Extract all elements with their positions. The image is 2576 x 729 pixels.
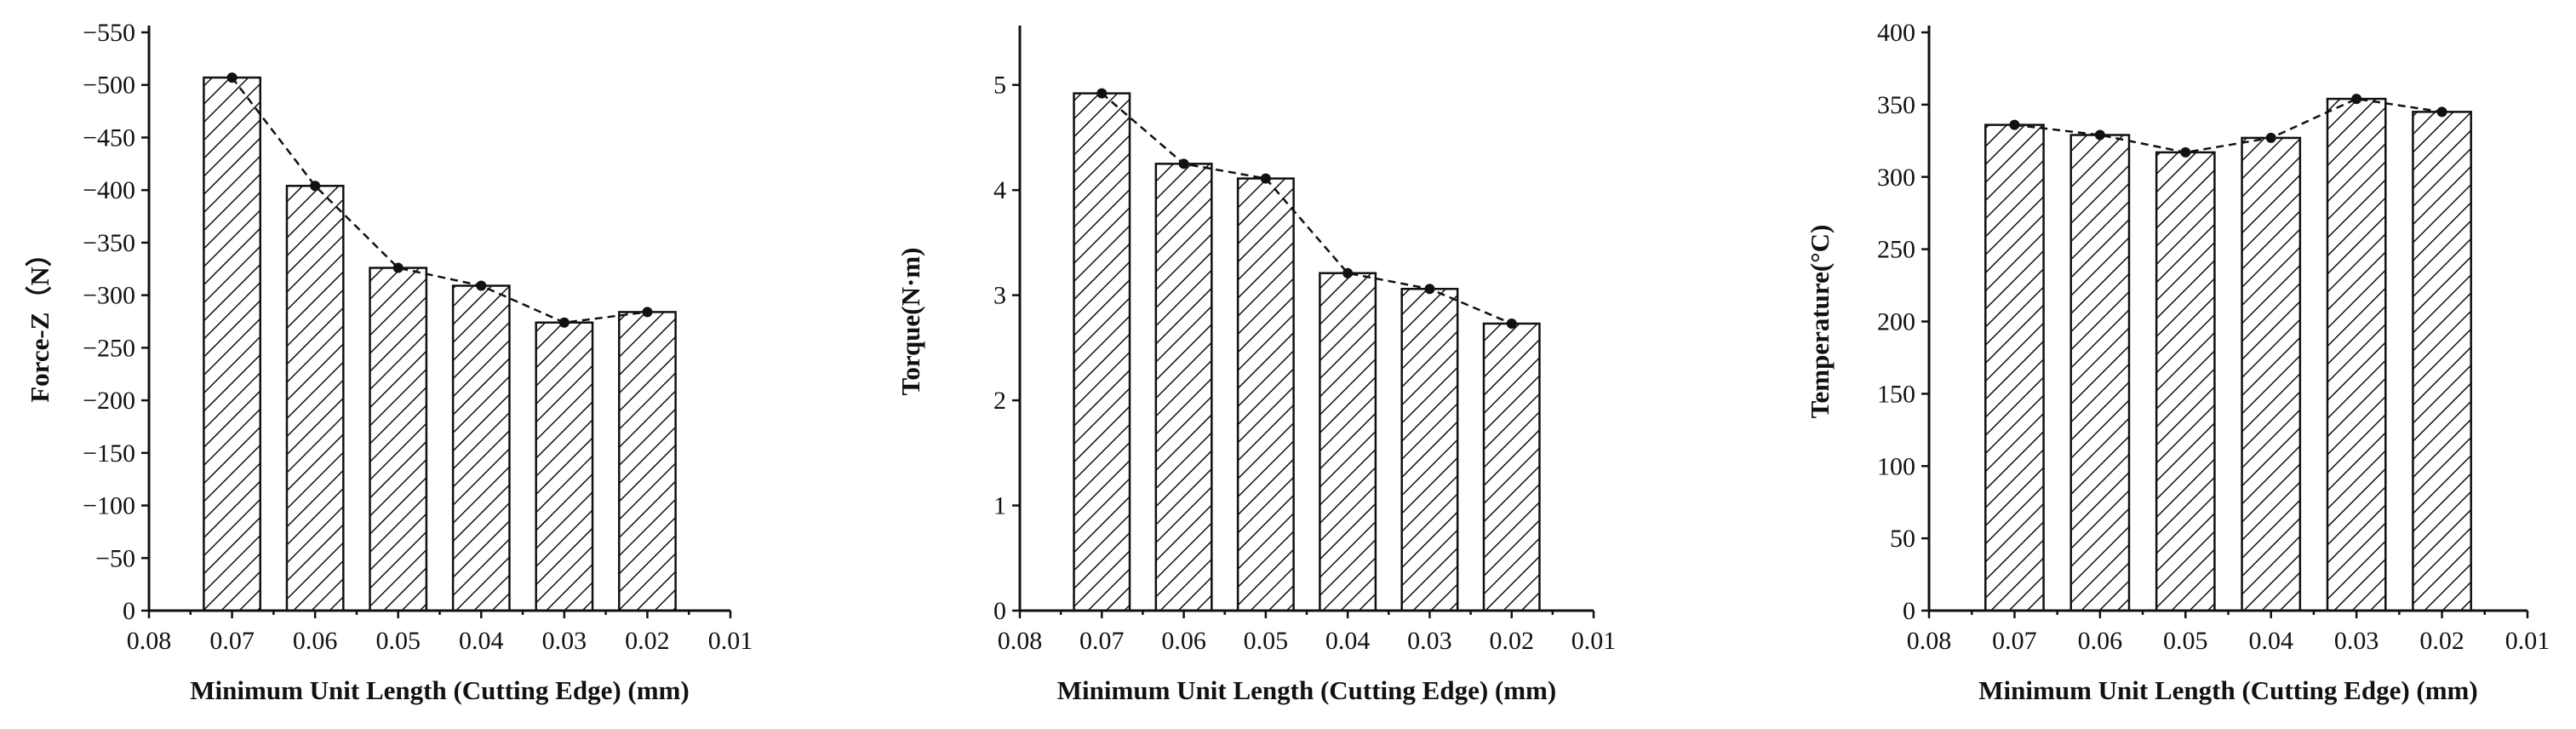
- x-tick-label: 0.03: [542, 627, 587, 655]
- data-point: [2436, 106, 2447, 118]
- data-point: [1506, 318, 1517, 329]
- x-tick-label: 0.05: [1244, 627, 1289, 655]
- temperature-chart: 0.08 0.07 0.06 0.05 0.04 0.03 0.02 0.01 0 50 100 15…: [1805, 19, 2550, 705]
- bar: [2155, 151, 2216, 612]
- data-point: [1096, 88, 1108, 99]
- x-axis-title: Minimum Unit Length (Cutting Edge) (mm): [1057, 675, 1556, 705]
- y-tick-label: 250: [1877, 236, 1915, 264]
- bar: [1482, 322, 1541, 612]
- y-tick-label: −400: [83, 176, 135, 204]
- y-tick-label: 1: [993, 492, 1006, 520]
- y-tick-label: 2: [993, 387, 1006, 415]
- y-tick-label: −100: [83, 492, 135, 520]
- y-tick-label: −500: [83, 72, 135, 100]
- x-axis-title: Minimum Unit Length (Cutting Edge) (mm): [190, 675, 689, 705]
- y-tick-label: −250: [83, 334, 135, 362]
- y-tick-label: 0: [993, 597, 1006, 625]
- x-tick-label: 0.06: [2078, 627, 2123, 655]
- y-tick-label: 5: [993, 72, 1006, 100]
- bar: [1400, 287, 1459, 612]
- y-axis-title: Force-Z（N）: [25, 240, 54, 403]
- force-z-chart: 0.08 0.07 0.06 0.05 0.04 0.03 0.02 0.01 0 −50 −100…: [25, 19, 753, 705]
- x-tick-label: 0.08: [1907, 627, 1952, 655]
- y-tick-label: −450: [83, 123, 135, 152]
- x-tick-label: 0.04: [1325, 627, 1371, 655]
- x-tick-label: 0.04: [459, 627, 504, 655]
- data-point: [642, 307, 653, 318]
- x-tick-label: 0.02: [625, 627, 670, 655]
- y-tick-label: 0: [1903, 597, 1915, 625]
- data-point: [476, 280, 487, 291]
- data-point: [1178, 158, 1189, 169]
- bar: [451, 284, 511, 612]
- x-tick-label: 0.06: [293, 627, 338, 655]
- x-tick-label: 0.08: [998, 627, 1043, 655]
- x-tick-label: 0.08: [127, 627, 172, 655]
- y-axis-title: Temperature(°C): [1805, 225, 1835, 419]
- x-tick-label: 0.07: [1992, 627, 2037, 655]
- data-point: [1342, 267, 1354, 278]
- bar: [2241, 136, 2302, 612]
- y-tick-label: 3: [993, 282, 1006, 310]
- data-point: [2094, 129, 2105, 141]
- data-point: [2351, 94, 2362, 105]
- x-tick-label: 0.01: [1571, 627, 1617, 655]
- y-tick-label: 0: [123, 597, 135, 625]
- data-point: [226, 72, 238, 83]
- y-tick-label: −50: [95, 544, 135, 572]
- x-tick-label: 0.06: [1161, 627, 1206, 655]
- data-point: [392, 262, 404, 273]
- bar: [203, 76, 261, 612]
- y-tick-label: −550: [83, 19, 135, 47]
- data-point: [558, 317, 570, 328]
- x-axis-title: Minimum Unit Length (Cutting Edge) (mm): [1978, 675, 2477, 705]
- bar: [369, 267, 428, 612]
- x-tick-label: 0.07: [1079, 627, 1125, 655]
- x-tick-label: 0.04: [2248, 627, 2293, 655]
- y-axis-title: Torque(N·m): [896, 248, 925, 396]
- x-tick-label: 0.01: [2505, 627, 2550, 655]
- x-tick-label: 0.07: [209, 627, 255, 655]
- bar: [618, 311, 677, 612]
- x-tick-label: 0.01: [708, 627, 753, 655]
- data-point: [2265, 132, 2276, 143]
- data-point: [1424, 284, 1435, 295]
- bar: [1984, 123, 2045, 612]
- y-tick-label: 4: [993, 176, 1006, 204]
- data-point: [310, 181, 321, 192]
- data-point: [1260, 173, 1271, 184]
- bar: [285, 184, 345, 612]
- data-point: [2009, 119, 2020, 130]
- x-tick-label: 0.02: [1489, 627, 1534, 655]
- data-point: [2180, 146, 2191, 158]
- bar: [535, 321, 594, 612]
- y-tick-label: 200: [1877, 308, 1915, 336]
- x-tick-label: 0.05: [2163, 627, 2208, 655]
- trend-line: [1101, 92, 1513, 325]
- y-tick-label: 350: [1877, 91, 1915, 119]
- x-tick-label: 0.02: [2419, 627, 2464, 655]
- bar: [1319, 272, 1377, 612]
- y-tick-label: −350: [83, 229, 135, 257]
- y-tick-label: 150: [1877, 380, 1915, 408]
- torque-chart: 0.08 0.07 0.06 0.05 0.04 0.03 0.02 0.01 0 1 2 3 4 5 Mi…: [896, 26, 1616, 705]
- bar: [1154, 163, 1213, 612]
- bar: [2412, 111, 2472, 612]
- bar: [2326, 97, 2387, 612]
- x-tick-label: 0.03: [1407, 627, 1452, 655]
- x-tick-label: 0.05: [375, 627, 421, 655]
- bar: [2069, 134, 2131, 612]
- y-tick-label: −300: [83, 282, 135, 310]
- y-tick-label: 50: [1890, 525, 1915, 553]
- x-tick-label: 0.03: [2334, 627, 2379, 655]
- trend-line: [231, 77, 648, 324]
- y-tick-label: −200: [83, 387, 135, 415]
- bar: [1236, 177, 1295, 612]
- y-tick-label: 300: [1877, 164, 1915, 192]
- y-tick-label: 100: [1877, 452, 1915, 480]
- y-tick-label: 400: [1877, 19, 1915, 47]
- bar: [1073, 92, 1131, 612]
- y-tick-label: −150: [83, 439, 135, 468]
